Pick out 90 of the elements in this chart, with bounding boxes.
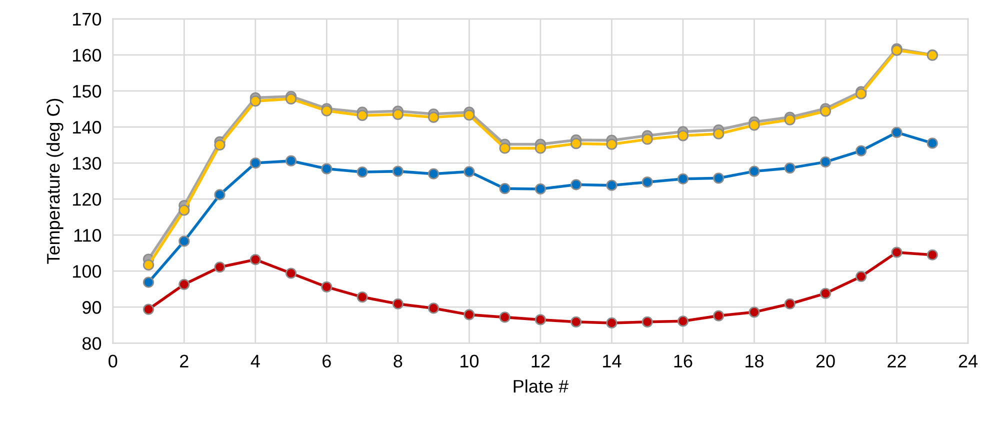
- x-tick-label: 16: [674, 354, 692, 368]
- point: [891, 126, 902, 138]
- x-tick-label: 4: [250, 354, 260, 368]
- point: [214, 189, 226, 200]
- x-tick-label: 8: [394, 354, 402, 368]
- point: [534, 142, 546, 154]
- point: [677, 316, 689, 327]
- point: [356, 110, 368, 122]
- point: [142, 304, 154, 315]
- point: [214, 262, 226, 273]
- point: [534, 183, 546, 195]
- point: [606, 138, 618, 150]
- point: [285, 155, 297, 166]
- point: [784, 298, 796, 310]
- y-axis-title: Temperature (deg C): [46, 98, 64, 264]
- point: [178, 278, 190, 290]
- y-tick-label: 100: [73, 265, 102, 278]
- y-tick-label: 160: [73, 48, 102, 62]
- point: [606, 180, 618, 191]
- point: [820, 156, 832, 168]
- point: [642, 134, 653, 145]
- point: [464, 166, 475, 178]
- point: [642, 176, 653, 188]
- point: [856, 145, 867, 156]
- point: [356, 166, 368, 178]
- point: [428, 112, 440, 123]
- point: [499, 183, 510, 194]
- point: [606, 317, 618, 329]
- x-tick-label: 6: [322, 354, 331, 368]
- point: [677, 173, 689, 184]
- point: [926, 249, 938, 260]
- point: [464, 309, 475, 320]
- y-tick-label: 90: [82, 301, 102, 314]
- point: [142, 276, 154, 288]
- point: [356, 291, 368, 303]
- point: [250, 254, 261, 266]
- point: [891, 246, 902, 258]
- point: [820, 106, 832, 117]
- point: [178, 204, 190, 216]
- point: [321, 163, 332, 174]
- point: [142, 259, 154, 271]
- y-tick-label: 150: [73, 84, 102, 98]
- point: [499, 142, 510, 154]
- x-tick-label: 22: [888, 354, 906, 368]
- x-tick-label: 24: [958, 354, 978, 368]
- y-tick-label: 80: [82, 337, 102, 350]
- x-tick-label: 10: [460, 354, 479, 368]
- point: [285, 93, 297, 104]
- point: [285, 268, 297, 279]
- point: [214, 139, 226, 151]
- point: [321, 281, 332, 292]
- point: [392, 108, 404, 120]
- x-axis-title: Plate #: [514, 379, 568, 393]
- point: [713, 172, 724, 184]
- y-tick-label: 130: [73, 156, 102, 170]
- point: [748, 166, 760, 177]
- point: [642, 316, 653, 328]
- point: [499, 312, 510, 323]
- point: [784, 114, 796, 126]
- point: [392, 166, 404, 177]
- point: [748, 306, 760, 318]
- point: [428, 302, 440, 314]
- point: [464, 110, 475, 121]
- point: [856, 270, 867, 282]
- x-tick-label: 12: [532, 354, 550, 368]
- point: [748, 120, 760, 131]
- y-tick-label: 120: [73, 192, 102, 206]
- point: [784, 162, 796, 174]
- point: [428, 168, 440, 180]
- point: [677, 130, 689, 142]
- point: [250, 96, 261, 107]
- point: [570, 179, 582, 190]
- point: [250, 157, 261, 169]
- point: [820, 288, 832, 299]
- x-tick-label: 14: [603, 354, 622, 368]
- y-tick-label: 170: [73, 12, 102, 26]
- y-tick-label: 140: [73, 120, 102, 134]
- x-tick-label: 20: [816, 354, 835, 368]
- point: [713, 128, 724, 140]
- point: [570, 138, 582, 150]
- point: [392, 298, 404, 310]
- point: [713, 310, 724, 322]
- point: [926, 138, 938, 149]
- x-tick-label: 2: [180, 354, 188, 368]
- point: [178, 236, 190, 247]
- point: [534, 314, 546, 326]
- x-tick-label: 18: [746, 354, 764, 368]
- point: [570, 316, 582, 328]
- x-tick-label: 0: [108, 354, 118, 368]
- y-tick-label: 110: [74, 229, 102, 242]
